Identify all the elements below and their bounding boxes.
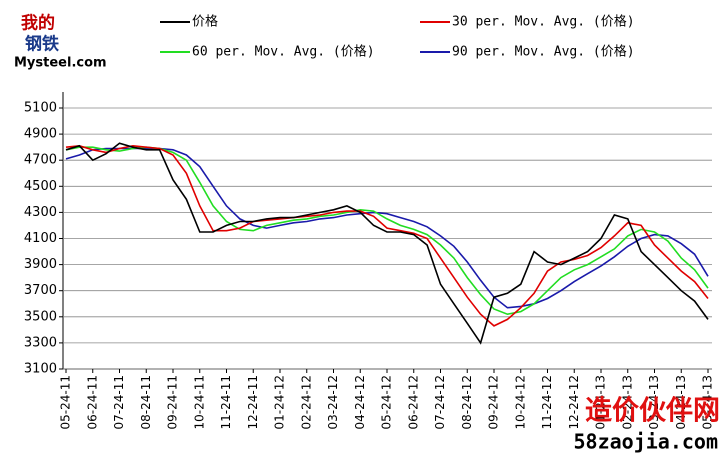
x-tick-label: 12-24-11 [246, 375, 260, 429]
x-tick-label: 05-24-11 [59, 375, 73, 429]
x-tick-label: 09-24-11 [166, 375, 180, 429]
y-tick-label: 4900 [24, 127, 57, 142]
x-tick-label: 03-24-12 [326, 375, 340, 429]
y-tick-label: 4500 [24, 179, 57, 194]
series-line [65, 146, 709, 316]
logo-top: 我的 [21, 13, 55, 34]
x-tick-label: 08-24-12 [460, 375, 474, 429]
x-tick-label: 02-24-13 [620, 375, 634, 429]
x-tick-label: 11-24-11 [219, 375, 233, 429]
watermark-url: 58zaojia.com [574, 430, 719, 454]
series-line [65, 144, 709, 327]
y-tick-label: 4700 [24, 153, 57, 168]
y-tick-label: 3700 [24, 283, 57, 298]
legend-label: 30 per. Mov. Avg. (价格) [452, 14, 635, 30]
y-tick-label: 3300 [24, 335, 57, 350]
logo-bottom: Mysteel.com [14, 56, 107, 71]
x-tick-label: 01-24-12 [273, 375, 287, 429]
x-tick-label: 02-24-12 [299, 375, 313, 429]
x-tick-label: 01-24-13 [594, 375, 608, 429]
y-tick-label: 4100 [24, 231, 57, 246]
series-line [65, 142, 709, 345]
y-tick-label: 5100 [24, 101, 57, 116]
y-tick-label: 3500 [24, 309, 57, 324]
x-tick-label: 09-24-12 [487, 375, 501, 429]
x-tick-label: 07-24-12 [433, 375, 447, 429]
legend-label: 价格 [192, 14, 218, 30]
x-tick-label: 04-24-13 [674, 375, 688, 429]
x-tick-label: 06-24-11 [85, 375, 99, 429]
y-tick-label: 4300 [24, 205, 57, 220]
x-tick-label: 11-24-12 [540, 375, 554, 429]
watermark-title: 造价伙伴网 [585, 396, 720, 427]
x-tick-label: 05-24-13 [701, 375, 715, 429]
x-tick-label: 07-24-11 [112, 375, 126, 429]
x-tick-label: 12-24-12 [567, 375, 581, 429]
x-tick-label: 08-24-11 [139, 375, 153, 429]
x-tick-label: 04-24-12 [353, 375, 367, 429]
y-tick-label: 3100 [24, 362, 57, 377]
logo-middle: 钢铁 [25, 34, 59, 55]
legend-label: 90 per. Mov. Avg. (价格) [452, 44, 635, 60]
x-tick-label: 06-24-12 [406, 375, 420, 429]
legend-label: 60 per. Mov. Avg. (价格) [192, 44, 375, 60]
x-tick-label: 05-24-12 [380, 375, 394, 429]
y-tick-label: 3900 [24, 257, 57, 272]
x-tick-label: 10-24-11 [192, 375, 206, 429]
x-tick-label: 10-24-12 [513, 375, 527, 429]
x-tick-label: 03-24-13 [647, 375, 661, 429]
series-line [65, 147, 709, 309]
